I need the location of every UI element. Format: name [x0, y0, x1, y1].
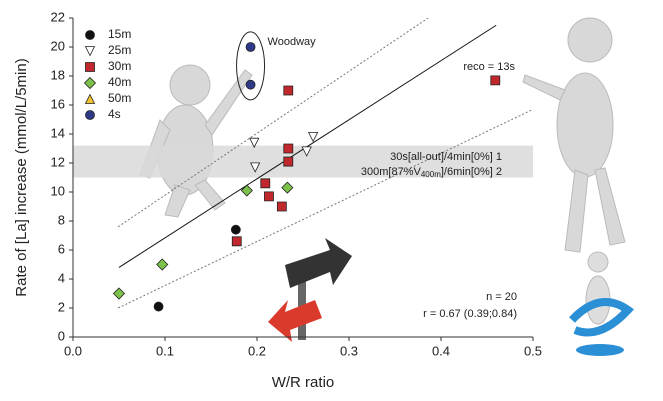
annotation: r = 0.67 (0.39;0.84): [423, 308, 517, 320]
x-tick-label: 0.2: [248, 343, 266, 358]
point: [85, 62, 95, 72]
band-label: 30s[all-out]/4min[0%] 1: [390, 151, 502, 163]
legend-label: 40m: [108, 75, 131, 89]
legend-label: 50m: [108, 91, 131, 105]
point: [250, 162, 261, 173]
x-tick-label: 0.1: [156, 343, 174, 358]
legend-label: 25m: [108, 43, 131, 57]
point: [85, 110, 95, 120]
point: [85, 30, 95, 40]
y-tick-label: 0: [58, 328, 65, 343]
band-label-part: 300m[87%V: [361, 166, 422, 178]
point: [249, 137, 260, 149]
point: [83, 76, 97, 90]
point: [112, 287, 126, 300]
x-tick-label: 0.0: [64, 343, 82, 358]
y-tick-label: 2: [58, 299, 65, 314]
x-tick-label: 0.4: [432, 343, 450, 358]
point: [245, 42, 256, 52]
reference-band: [73, 145, 533, 178]
y-tick-label: 4: [58, 270, 65, 285]
group-ellipse: [236, 31, 266, 101]
annotation: n = 20: [486, 291, 517, 303]
y-tick-label: 10: [51, 183, 65, 198]
band-label: 300m[87%V400m]/6min[0%] 2: [361, 166, 502, 179]
annotation: reco = 13s: [463, 61, 515, 73]
y-tick-label: 22: [51, 9, 65, 24]
point: [84, 93, 96, 104]
band-label-part: ]/6min[0%] 2: [441, 166, 502, 178]
y-tick-label: 16: [51, 96, 65, 111]
point: [281, 181, 294, 194]
y-tick-label: 6: [58, 241, 65, 256]
point: [283, 143, 294, 154]
legend-label: 30m: [108, 59, 131, 73]
figure-right: [522, 17, 626, 253]
point: [490, 75, 501, 86]
x-tick-label: 0.5: [524, 343, 542, 358]
x-axis-title: W/R ratio: [272, 374, 335, 391]
point: [230, 224, 241, 235]
point: [301, 146, 312, 157]
point: [84, 46, 96, 57]
point: [156, 258, 169, 271]
point: [260, 178, 271, 189]
figure-left: [139, 64, 253, 218]
point: [283, 156, 294, 167]
legend-label: 15m: [108, 27, 131, 41]
regression-line: [118, 24, 497, 268]
point: [245, 79, 256, 90]
point: [276, 201, 287, 212]
annotation: Woodway: [268, 36, 317, 48]
point: [240, 184, 253, 197]
y-axis-title: Rate of [La] increase (mmol/L/5min): [13, 58, 30, 296]
legend-label: 4s: [108, 107, 121, 121]
point: [231, 236, 242, 247]
figure-jump: [569, 251, 635, 356]
ci-lower-line: [117, 108, 534, 309]
point: [307, 131, 319, 143]
point: [153, 301, 164, 312]
y-tick-label: 18: [51, 67, 65, 82]
y-tick-label: 14: [51, 125, 65, 140]
band-label-sub: 400m: [421, 170, 441, 179]
y-tick-label: 8: [58, 212, 65, 227]
y-tick-label: 12: [51, 154, 65, 169]
point: [264, 191, 274, 202]
signpost: [268, 238, 352, 342]
x-tick-label: 0.3: [340, 343, 358, 358]
y-tick-label: 20: [51, 38, 65, 53]
point: [283, 85, 294, 96]
